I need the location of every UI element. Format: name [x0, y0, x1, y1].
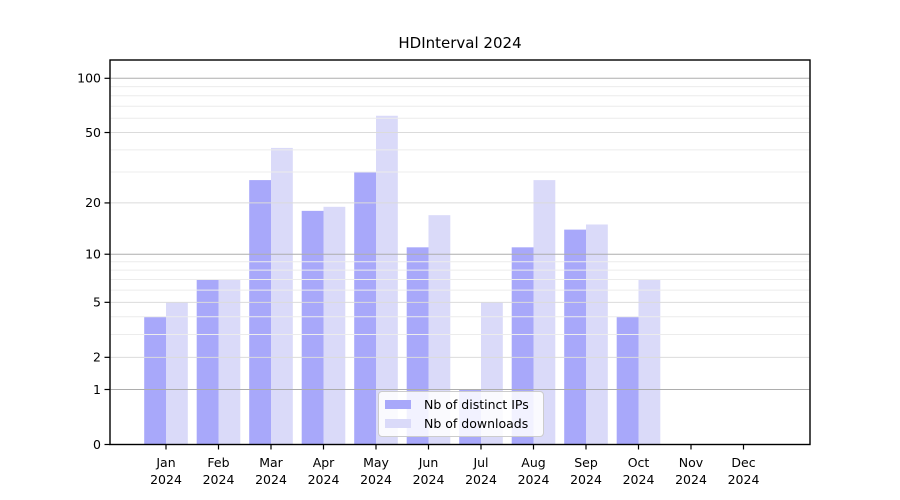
- y-tick-label: 1: [93, 382, 101, 397]
- bar-downloads-oct: [638, 279, 661, 445]
- x-tick-label-year: 2024: [728, 472, 760, 487]
- legend-swatch-downloads: [385, 419, 411, 428]
- x-tick-label-month: Jun: [418, 455, 439, 470]
- bar-downloads-feb: [218, 279, 241, 445]
- x-tick-label-month: Dec: [731, 455, 755, 470]
- y-tick-label: 20: [85, 195, 101, 210]
- legend-item-distinct-ips: Nb of distinct IPs: [385, 397, 536, 412]
- x-tick-label-month: Sep: [574, 455, 598, 470]
- x-tick-label-month: Jul: [472, 455, 488, 470]
- x-tick-label-year: 2024: [308, 472, 340, 487]
- x-tick-label-year: 2024: [150, 472, 182, 487]
- x-tick-label-year: 2024: [413, 472, 445, 487]
- bar-distinct-ips-jan: [144, 316, 166, 445]
- bar-downloads-jun: [428, 215, 451, 445]
- bar-distinct-ips-mar: [249, 180, 271, 445]
- x-tick-label-year: 2024: [203, 472, 235, 487]
- bar-downloads-apr: [323, 206, 346, 445]
- chart-legend: Nb of distinct IPs Nb of downloads: [378, 391, 544, 437]
- x-tick-label-month: Nov: [679, 455, 704, 470]
- x-tick-label-year: 2024: [675, 472, 707, 487]
- x-tick-label-year: 2024: [465, 472, 497, 487]
- x-tick-label-month: Aug: [521, 455, 545, 470]
- x-tick-label-month: Mar: [259, 455, 283, 470]
- y-tick-label: 0: [93, 437, 101, 452]
- y-tick-label: 5: [93, 295, 101, 310]
- x-tick-label-year: 2024: [518, 472, 550, 487]
- bar-distinct-ips-feb: [196, 279, 219, 445]
- x-tick-label-month: Feb: [207, 455, 229, 470]
- x-tick-label-month: May: [363, 455, 389, 470]
- y-tick-label: 2: [93, 350, 101, 365]
- x-tick-label-year: 2024: [570, 472, 602, 487]
- y-tick-label: 10: [85, 247, 101, 262]
- bar-distinct-ips-apr: [301, 210, 324, 445]
- x-tick-label-month: Jan: [155, 455, 175, 470]
- plot-border: [109, 59, 811, 446]
- x-tick-label-year: 2024: [623, 472, 655, 487]
- legend-swatch-distinct-ips: [385, 400, 411, 409]
- legend-label-downloads: Nb of downloads: [424, 416, 529, 431]
- bar-distinct-ips-oct: [616, 316, 639, 445]
- legend-item-downloads: Nb of downloads: [385, 416, 536, 431]
- bar-downloads-jan: [166, 302, 188, 445]
- bar-downloads-mar: [271, 147, 293, 445]
- legend-label-distinct-ips: Nb of distinct IPs: [424, 397, 529, 412]
- bar-distinct-ips-sep: [564, 229, 586, 445]
- chart-title: HDInterval 2024: [398, 34, 522, 52]
- bar-distinct-ips-may: [354, 172, 376, 445]
- x-tick-label-month: Apr: [313, 455, 335, 470]
- y-tick-label: 50: [85, 125, 101, 140]
- y-tick-label: 100: [77, 71, 101, 86]
- bar-downloads-aug: [533, 180, 556, 445]
- x-tick-label-year: 2024: [255, 472, 287, 487]
- x-tick-label-month: Oct: [628, 455, 650, 470]
- bar-downloads-may: [376, 115, 398, 445]
- x-tick-label-year: 2024: [360, 472, 392, 487]
